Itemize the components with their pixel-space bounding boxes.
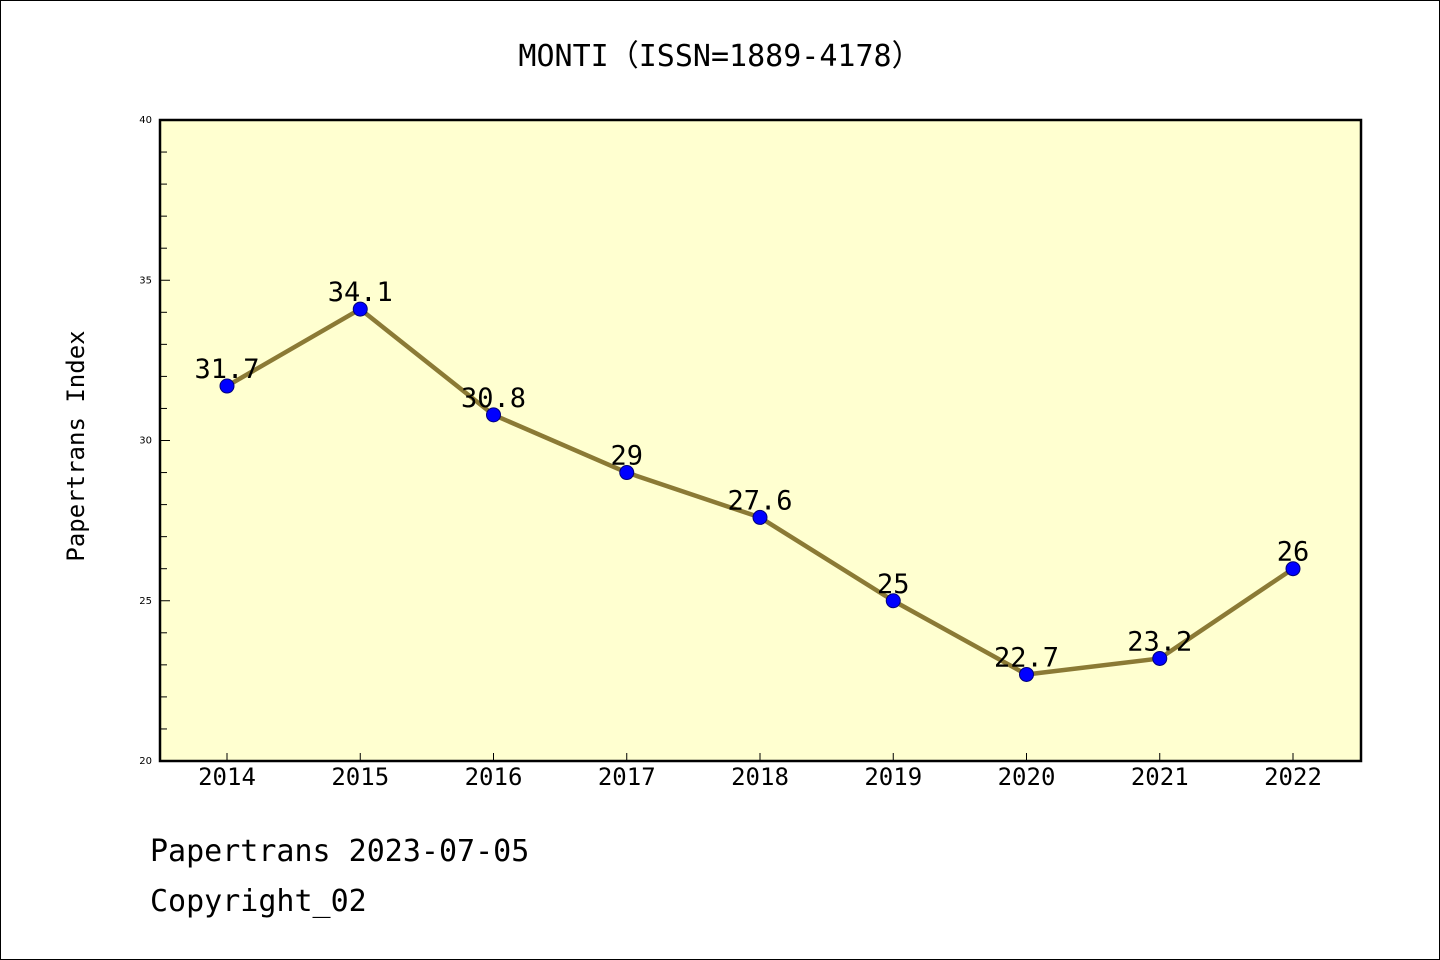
y-tick-label: 25	[139, 596, 152, 607]
data-point-marker	[1152, 650, 1168, 666]
x-tick-label: 2021	[1131, 763, 1189, 791]
y-tick-label: 35	[139, 275, 152, 286]
data-label: 22.7	[994, 642, 1059, 673]
x-tick-label: 2019	[864, 763, 922, 791]
y-tick-label: 30	[139, 436, 152, 447]
data-label: 27.6	[727, 485, 792, 516]
x-axis: 2014 2015 2016 2017 2018 2019 2020 2021 2022	[198, 753, 1322, 791]
x-tick-label: 2015	[331, 763, 389, 791]
y-tick-label: 40	[139, 115, 152, 126]
chart-title: MONTI（ISSN=1889-4178）	[518, 39, 921, 74]
x-tick-label: 2020	[998, 763, 1056, 791]
plot-area	[158, 118, 1363, 763]
data-point-marker	[219, 378, 235, 394]
x-tick-label: 2016	[465, 763, 523, 791]
y-tick-label: 20	[139, 756, 152, 767]
data-point-marker	[1285, 561, 1301, 577]
data-label: 25	[877, 569, 910, 600]
footer-copyright-text: Copyright_02	[150, 884, 367, 919]
series-layer: 31.7 34.1 30.8 29 27.6 25 22.7 23.2 26	[194, 277, 1310, 682]
x-tick-label: 2022	[1264, 763, 1322, 791]
data-label: 26	[1277, 537, 1310, 568]
data-label: 31.7	[194, 354, 259, 385]
data-label: 29	[610, 441, 643, 472]
data-point-marker	[885, 593, 901, 609]
data-point-marker	[486, 407, 501, 423]
data-label: 30.8	[461, 383, 526, 414]
data-point-marker	[752, 509, 768, 525]
data-point-marker	[619, 465, 635, 481]
x-tick-label: 2018	[731, 763, 789, 791]
x-tick-label: 2017	[598, 763, 656, 791]
y-axis-label: Papertrans Index	[62, 330, 90, 561]
data-point-marker	[1019, 666, 1034, 682]
y-axis: 20 25 30 35 40	[139, 115, 170, 767]
x-tick-label: 2014	[198, 763, 256, 791]
footer-date-text: Papertrans 2023-07-05	[150, 834, 530, 869]
data-point-marker	[352, 301, 368, 317]
data-label: 23.2	[1127, 626, 1192, 657]
data-label: 34.1	[328, 277, 393, 308]
